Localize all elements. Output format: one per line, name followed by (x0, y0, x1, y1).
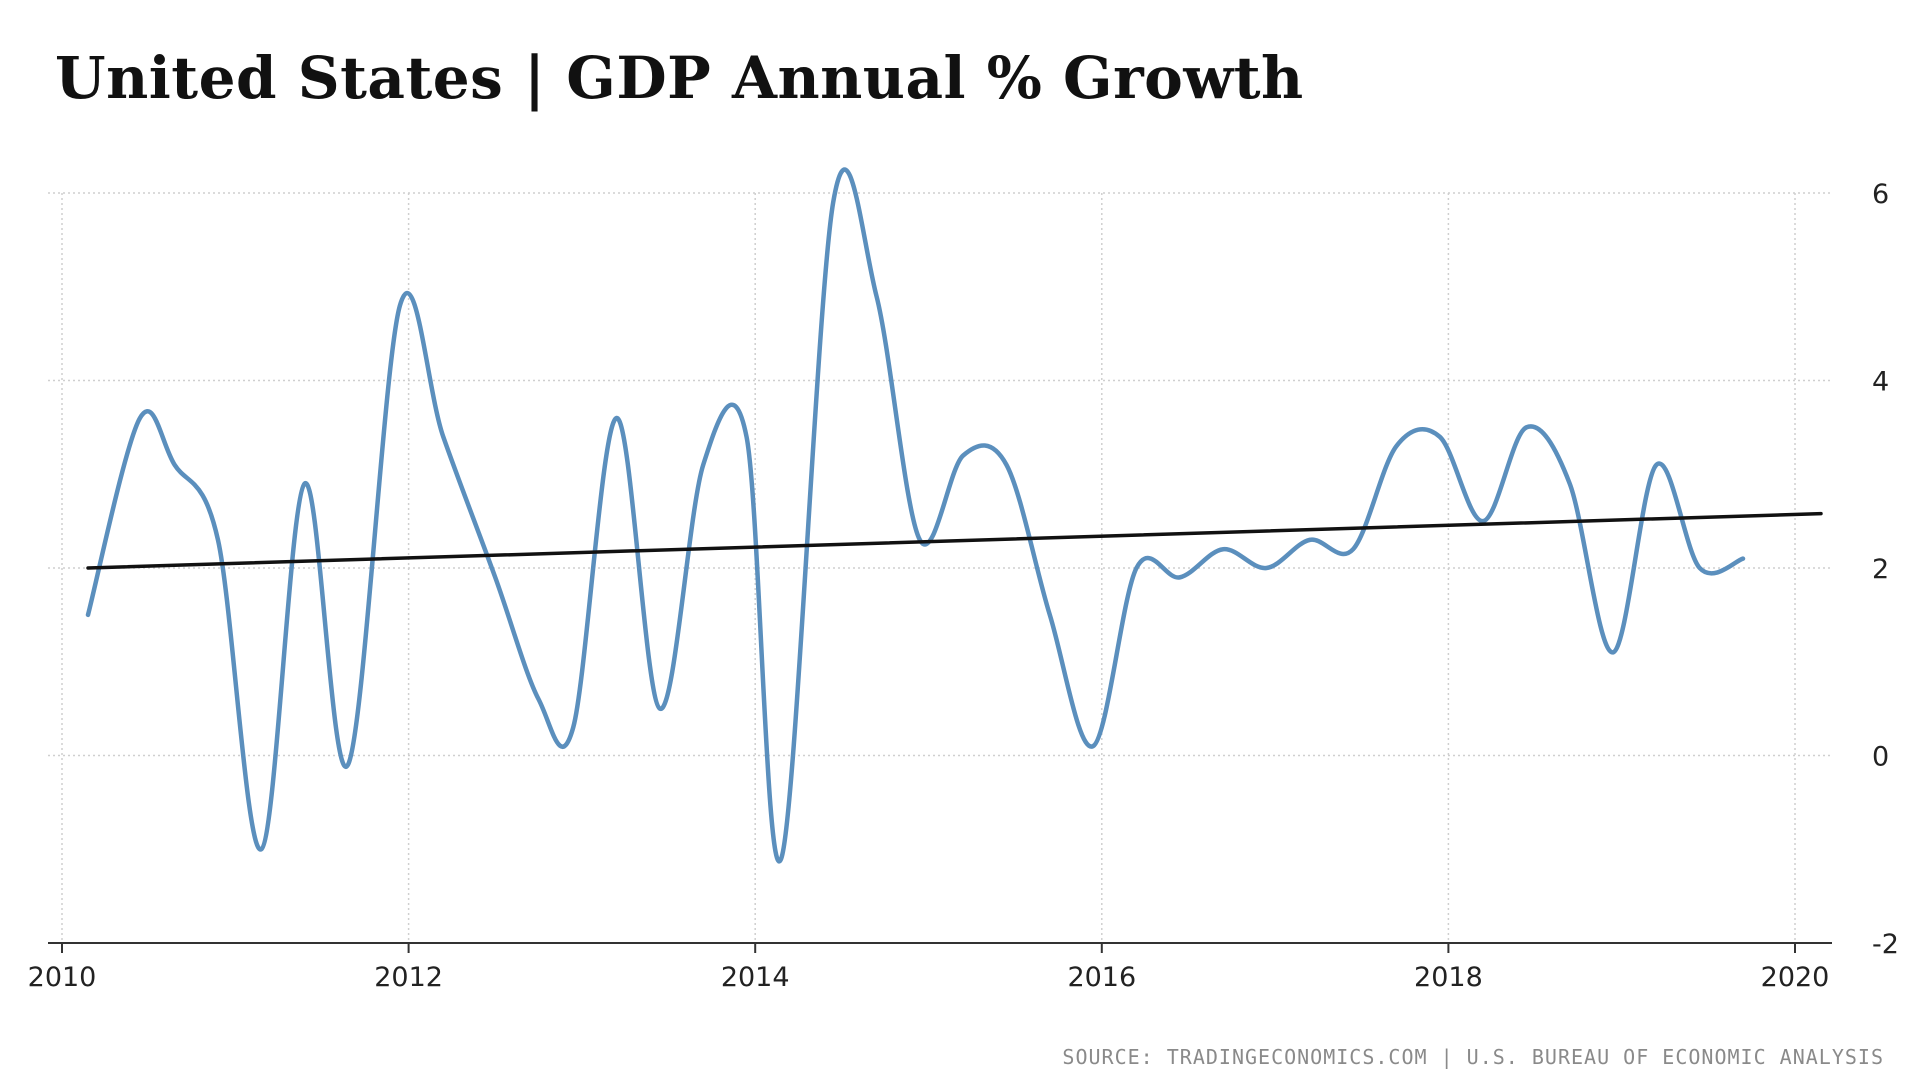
trend-line (86, 511, 1823, 570)
axes (48, 942, 1832, 953)
source-note: SOURCE: TRADINGECONOMICS.COM | U.S. BURE… (1062, 1045, 1884, 1069)
y-tick-label: 2 (1872, 554, 1889, 585)
chart-title: United States | GDP Annual % Growth (55, 44, 1304, 112)
series (85, 167, 1823, 864)
y-tick-label: 4 (1872, 367, 1889, 398)
y-tick-label: 6 (1872, 179, 1889, 210)
grid (48, 192, 1832, 944)
x-tick-label: 2020 (1761, 962, 1830, 993)
x-tick-label: 2012 (374, 962, 443, 993)
x-tick-label: 2014 (721, 962, 790, 993)
y-tick-label: -2 (1872, 929, 1899, 960)
tick-labels: 6 4 2 0 -2 2010 2012 2014 2016 2018 2020 (28, 179, 1899, 993)
gdp-growth-line (85, 167, 1746, 864)
x-tick-label: 2018 (1414, 962, 1483, 993)
x-tick-label: 2010 (28, 962, 97, 993)
y-tick-label: 0 (1872, 742, 1889, 773)
x-tick-label: 2016 (1067, 962, 1136, 993)
